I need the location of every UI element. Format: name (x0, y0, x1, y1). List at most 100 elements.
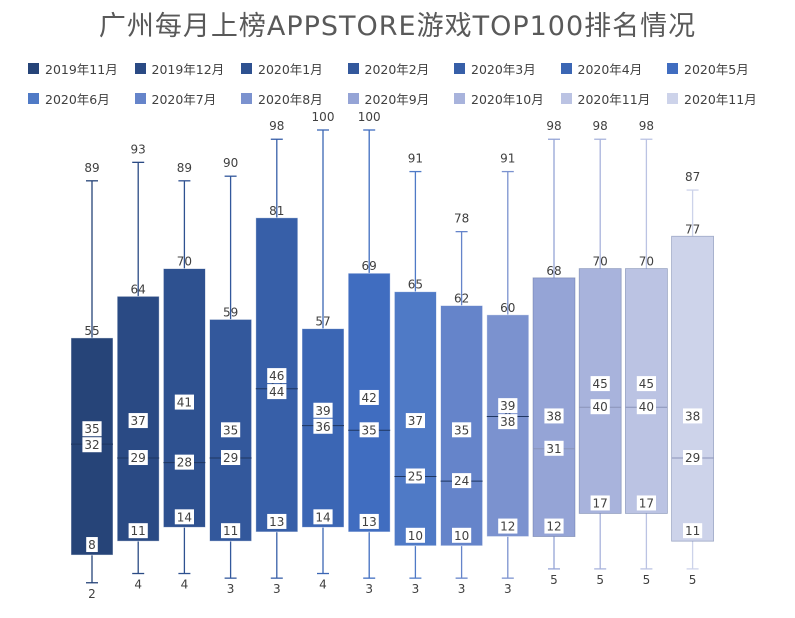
mean-label: 45 (639, 377, 654, 391)
min-label: 3 (227, 582, 235, 596)
median-label: 24 (454, 474, 469, 488)
legend-item: 2020年4月 (560, 58, 643, 78)
min-label: 3 (273, 582, 281, 596)
min-label: 3 (504, 582, 512, 596)
max-label: 91 (500, 152, 515, 166)
legend-swatch (667, 62, 678, 74)
q3-label: 57 (315, 315, 330, 329)
median-label-bg (267, 384, 287, 400)
q1-label-bg (452, 527, 472, 543)
legend-swatch (134, 92, 146, 104)
mean-label: 35 (223, 423, 238, 437)
median-label: 40 (639, 400, 654, 414)
q3-label: 69 (362, 259, 377, 273)
legend-item: 2020年7月 (134, 88, 216, 108)
box-group (440, 230, 484, 579)
legend-item: 2020年1月 (241, 58, 323, 78)
mean-label: 38 (546, 409, 561, 423)
mean-label-bg (174, 394, 194, 410)
q3-label: 59 (223, 305, 238, 319)
box-group (209, 175, 253, 579)
legend-swatch (667, 92, 678, 104)
median-label: 28 (177, 456, 192, 470)
mean-label-bg (405, 413, 425, 429)
legend-swatch (560, 92, 572, 104)
q1-label-bg (683, 523, 703, 539)
q1-label-bg (636, 495, 656, 511)
box-group (70, 180, 114, 584)
q1-label-bg (359, 513, 379, 529)
q3-label: 60 (500, 301, 515, 315)
max-label: 90 (223, 156, 238, 170)
mean-label: 42 (362, 391, 377, 405)
legend-swatch (347, 92, 359, 104)
max-label: 89 (177, 161, 192, 175)
median-label: 29 (131, 451, 146, 465)
legend-label: 2020年1月 (258, 61, 323, 77)
median-label-bg (405, 468, 425, 484)
legend-label: 2019年12月 (151, 61, 225, 77)
q3-label: 64 (131, 282, 146, 296)
q3-label: 70 (593, 255, 608, 269)
mean-label: 45 (593, 377, 608, 391)
q1-label: 11 (131, 524, 146, 538)
max-label: 98 (593, 119, 608, 133)
q1-label-bg (267, 513, 287, 529)
median-label: 29 (223, 451, 238, 465)
legend-swatch (241, 92, 252, 104)
median-label: 38 (500, 415, 515, 429)
median-label: 32 (84, 438, 99, 452)
legend-swatch (454, 62, 465, 74)
min-label: 3 (412, 582, 420, 596)
box-group (578, 138, 622, 570)
mean-label-bg (359, 389, 379, 405)
mean-label-bg (636, 376, 656, 392)
max-label: 78 (454, 212, 469, 226)
legend-item: 2020年9月 (347, 88, 429, 108)
max-label: 91 (408, 152, 423, 166)
q3-label: 70 (639, 255, 654, 269)
mean-label: 39 (500, 399, 515, 413)
min-label: 5 (689, 573, 697, 587)
mean-label: 35 (84, 422, 99, 436)
median-label-bg (590, 399, 610, 415)
legend-item: 2020年11月 (667, 88, 757, 108)
q1-label-bg (221, 523, 241, 539)
median-label-bg (174, 454, 194, 470)
median-label: 35 (362, 423, 377, 437)
legend-label: 2020年11月 (577, 91, 651, 107)
q1-label: 12 (500, 520, 515, 534)
median-label-bg (683, 450, 703, 466)
box-iqr (671, 235, 714, 542)
q1-label-bg (544, 518, 564, 534)
min-label: 3 (458, 582, 466, 596)
mean-label-bg (128, 413, 148, 429)
mean-label-bg (544, 408, 564, 424)
mean-label: 37 (131, 414, 146, 428)
median-label: 25 (408, 470, 423, 484)
mean-label-bg (221, 422, 241, 438)
mean-label: 35 (454, 423, 469, 437)
legend-item: 2019年11月 (28, 58, 118, 78)
median-label: 44 (269, 385, 284, 399)
max-label: 98 (546, 119, 561, 133)
max-label: 100 (312, 110, 335, 124)
q1-label-bg (405, 527, 425, 543)
q3-label: 77 (685, 222, 700, 236)
q1-label-bg (86, 537, 98, 553)
q3-label: 62 (454, 292, 469, 306)
q3-label: 65 (408, 278, 423, 292)
mean-label-bg (683, 408, 703, 424)
chart-title: 广州每月上榜APPSTORE游戏TOP100排名情况 (98, 11, 697, 42)
min-label: 5 (550, 573, 558, 587)
legend-label: 2020年6月 (45, 91, 110, 107)
q1-label: 17 (639, 496, 654, 510)
legend-label: 2020年4月 (577, 61, 643, 77)
max-label: 93 (131, 142, 146, 156)
q3-label: 55 (84, 324, 99, 338)
mean-label-bg (313, 402, 333, 418)
median-label-bg (221, 450, 241, 466)
mean-label-bg (452, 422, 472, 438)
q1-label: 13 (362, 515, 377, 529)
